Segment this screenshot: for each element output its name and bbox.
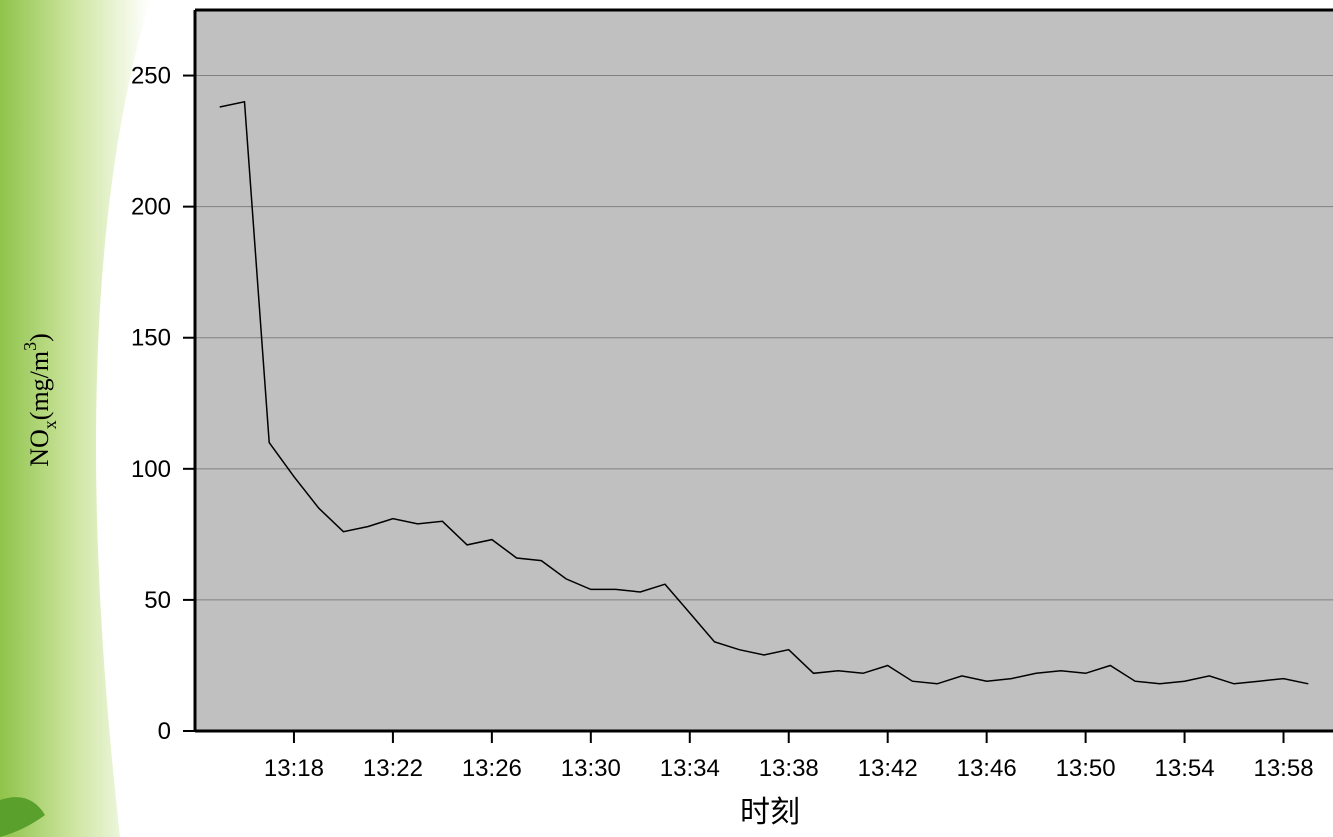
y-title-part: NO — [25, 429, 54, 467]
y-tick-label: 200 — [131, 194, 171, 221]
y-tick-label: 250 — [131, 63, 171, 90]
x-tick-label: 13:18 — [264, 755, 324, 782]
y-title-part: (mg/m — [25, 351, 54, 420]
x-tick-label: 13:22 — [363, 755, 423, 782]
x-tick-label: 13:26 — [462, 755, 522, 782]
x-tick-label: 13:58 — [1253, 755, 1313, 782]
y-title-part: ) — [25, 333, 54, 342]
x-tick-label: 13:34 — [660, 755, 720, 782]
x-tick-label: 13:42 — [858, 755, 918, 782]
y-tick-label: 0 — [158, 718, 171, 745]
plot-area — [195, 10, 1333, 731]
x-tick-label: 13:50 — [1056, 755, 1116, 782]
y-title-sub: x — [40, 420, 60, 429]
y-tick-label: 150 — [131, 325, 171, 352]
x-tick-label: 13:30 — [561, 755, 621, 782]
y-title-sup: 3 — [20, 342, 40, 351]
chart: 0 50 100 150 200 250 13:18 13:22 13:26 13:30 13:34… — [0, 0, 1333, 837]
x-tick-label: 13:54 — [1155, 755, 1215, 782]
y-tick-label: 50 — [144, 587, 171, 614]
y-tick-label: 100 — [131, 456, 171, 483]
plot: 0 50 100 150 200 250 13:18 13:22 13:26 13:30 13:34… — [131, 10, 1333, 782]
x-axis-title: 时刻 — [740, 795, 800, 830]
x-tick-label: 13:38 — [759, 755, 819, 782]
x-tick-label: 13:46 — [957, 755, 1017, 782]
